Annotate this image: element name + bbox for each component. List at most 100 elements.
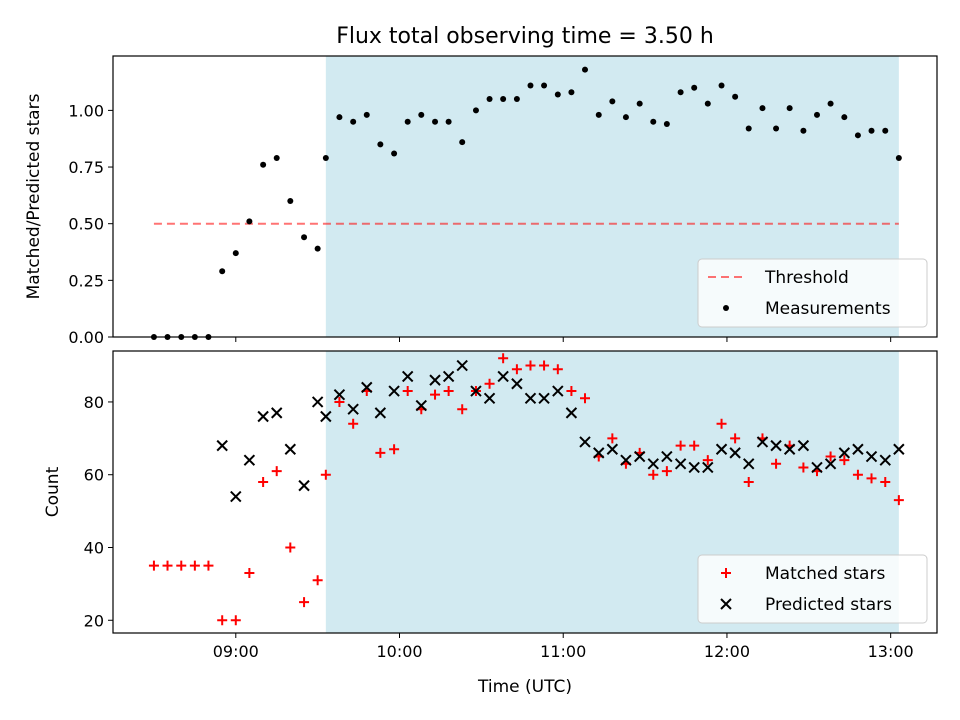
predicted-star-point xyxy=(893,443,905,455)
predicted-star-point xyxy=(311,396,324,408)
predicted-star-point xyxy=(702,461,714,474)
matched-star-point xyxy=(825,451,836,462)
measurement-point xyxy=(786,105,793,112)
y-tick-label: 20 xyxy=(84,611,104,630)
matched-star-point xyxy=(375,447,386,458)
measurement-point xyxy=(895,154,902,161)
measurement-point xyxy=(432,118,439,125)
y-tick-label: 80 xyxy=(84,393,104,412)
measurement-point xyxy=(527,82,534,89)
measurement-point xyxy=(732,93,739,100)
predicted-star-point xyxy=(879,454,891,466)
measurement-point xyxy=(404,118,411,125)
measurement-point xyxy=(609,98,616,105)
measurement-point xyxy=(246,218,253,225)
matched-star-point xyxy=(217,615,228,626)
legend-predicted-swatch xyxy=(720,598,732,610)
predicted-star-point xyxy=(838,447,851,459)
legend-box xyxy=(697,258,928,328)
predicted-star-point xyxy=(756,436,769,448)
matched-star-point xyxy=(743,476,754,487)
predicted-star-point xyxy=(333,388,346,401)
y-tick-label: 0.00 xyxy=(68,328,104,347)
plot-frame xyxy=(112,350,938,634)
predicted-star-point xyxy=(647,458,659,470)
predicted-star-point xyxy=(579,436,591,448)
matched-star-point xyxy=(730,433,741,444)
measurement-point xyxy=(636,100,643,107)
predicted-star-point xyxy=(429,374,441,386)
measurement-point xyxy=(301,234,308,241)
legend: Threshold Measurements xyxy=(697,258,928,328)
measurement-point xyxy=(582,66,589,73)
predicted-star-point xyxy=(470,385,482,397)
predicted-star-point xyxy=(511,378,523,390)
predicted-star-point xyxy=(230,490,242,503)
predicted-star-point xyxy=(743,458,755,470)
predicted-star-point xyxy=(770,439,782,452)
measurement-point xyxy=(314,245,321,252)
legend-label: Matched stars xyxy=(765,564,885,584)
matched-star-point xyxy=(258,476,269,487)
predicted-star-point xyxy=(852,443,864,455)
x-tick-label: 11:00 xyxy=(540,642,586,661)
measurement-point xyxy=(336,114,343,121)
matched-star-point xyxy=(457,404,468,415)
measurement-point xyxy=(486,96,493,103)
predicted-star-point xyxy=(824,458,837,470)
measurement-point xyxy=(718,82,725,89)
matched-star-point xyxy=(511,364,522,375)
matched-star-point xyxy=(798,462,809,473)
measurement-point xyxy=(813,111,820,118)
matched-star-point xyxy=(498,353,509,364)
measurement-point xyxy=(260,161,267,168)
measurement-point xyxy=(391,150,398,157)
measurement-point xyxy=(418,111,425,118)
y-tick-label: 1.00 xyxy=(68,101,104,120)
predicted-star-point xyxy=(483,392,496,405)
predicted-star-point xyxy=(374,407,387,419)
predicted-star-point xyxy=(633,450,646,463)
predicted-star-point xyxy=(783,443,796,455)
predicted-star-point xyxy=(415,399,427,412)
matched-star-point xyxy=(320,469,331,480)
predicted-star-point xyxy=(347,403,359,415)
matched-star-point xyxy=(648,469,659,480)
measurement-point xyxy=(568,89,575,96)
matched-star-point xyxy=(866,473,877,484)
measurement-point xyxy=(363,111,370,118)
measurement-point xyxy=(513,96,520,103)
x-axis-label: Time (UTC) xyxy=(477,677,572,697)
legend-matched-swatch xyxy=(721,568,731,578)
plot-frame xyxy=(112,55,938,338)
measurement-point xyxy=(595,111,602,118)
x-tick-label: 10:00 xyxy=(376,642,422,661)
matched-star-point xyxy=(689,440,700,451)
count-panel: 20 40 60 80 09:00 10:00 11:00 12:00 13:00 Count Ma… xyxy=(43,350,938,661)
matched-star-point xyxy=(661,466,672,477)
measurement-point xyxy=(868,127,875,134)
legend-measurement-swatch xyxy=(723,305,729,311)
legend-box xyxy=(697,554,928,624)
matched-star-point xyxy=(230,615,241,626)
measurement-point xyxy=(445,118,452,125)
measurement-point xyxy=(287,198,294,205)
predicted-star-point xyxy=(620,454,632,466)
measurement-point xyxy=(350,118,357,125)
chart-title: Flux total observing time = 3.50 h xyxy=(336,24,714,49)
matched-star-point xyxy=(716,418,727,429)
measurement-point xyxy=(691,84,698,91)
predicted-star-point xyxy=(606,443,619,455)
measurement-point xyxy=(650,118,657,125)
predicted-star-point xyxy=(552,385,564,397)
measurement-point xyxy=(854,132,861,139)
predicted-star-point xyxy=(257,410,269,423)
predicted-star-point xyxy=(361,381,373,394)
measurement-point xyxy=(841,114,848,121)
predicted-star-point xyxy=(524,392,537,405)
measurement-point xyxy=(773,125,780,132)
measurement-point xyxy=(541,82,548,89)
measurement-point xyxy=(827,100,834,107)
matched-star-point xyxy=(176,560,187,571)
matched-star-point xyxy=(566,386,577,397)
